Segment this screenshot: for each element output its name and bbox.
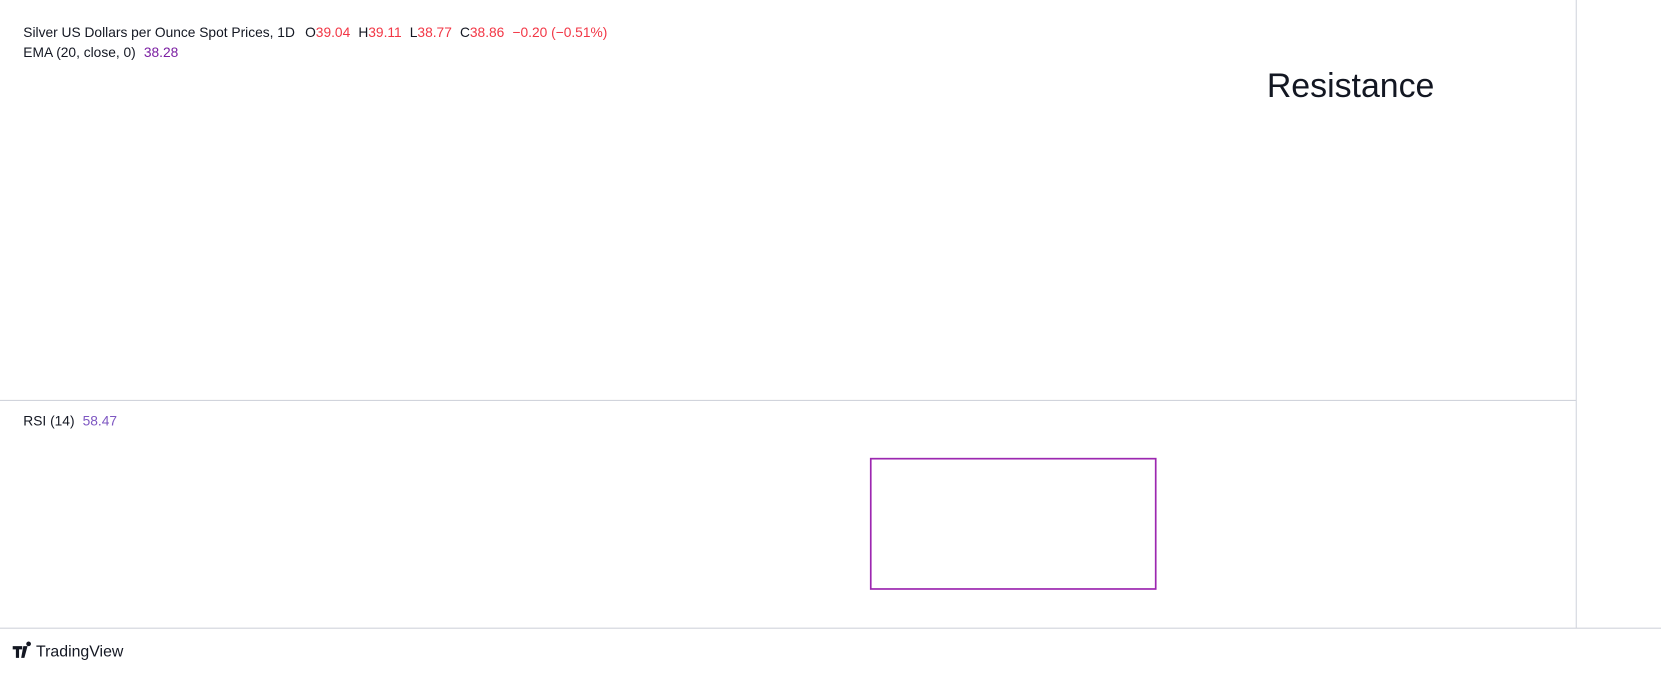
ohlc-value: 39.11 — [368, 24, 401, 39]
annotation: Resistance — [1267, 67, 1435, 105]
ohlc-label: L — [410, 24, 418, 39]
legend: RSI (14) 58.47 — [23, 413, 117, 428]
ohlc-label: C — [460, 24, 470, 39]
header: Silver US Dollars per Ounce Spot Prices,… — [23, 24, 607, 39]
ohlc-label: H — [358, 24, 368, 39]
legend-name: EMA (20, close, 0) — [23, 45, 135, 60]
legend-name: RSI (14) — [23, 413, 74, 428]
ohlc-value: 39.04 — [316, 24, 351, 39]
legend-value: 58.47 — [83, 413, 117, 428]
highlight-box — [869, 457, 1157, 590]
legend-value: 38.28 — [144, 45, 179, 60]
change: −0.20 (−0.51%) — [512, 24, 607, 39]
logo-icon — [12, 641, 31, 658]
brand: TradingView — [36, 644, 124, 661]
ohlc-value: 38.77 — [417, 24, 451, 39]
ohlc-value: 38.86 — [470, 24, 505, 39]
legend: EMA (20, close, 0) 38.28 — [23, 45, 178, 60]
ohlc-label: O — [305, 24, 316, 39]
chart-title: Silver US Dollars per Ounce Spot Prices,… — [23, 24, 295, 39]
logo: TradingView — [12, 641, 124, 661]
